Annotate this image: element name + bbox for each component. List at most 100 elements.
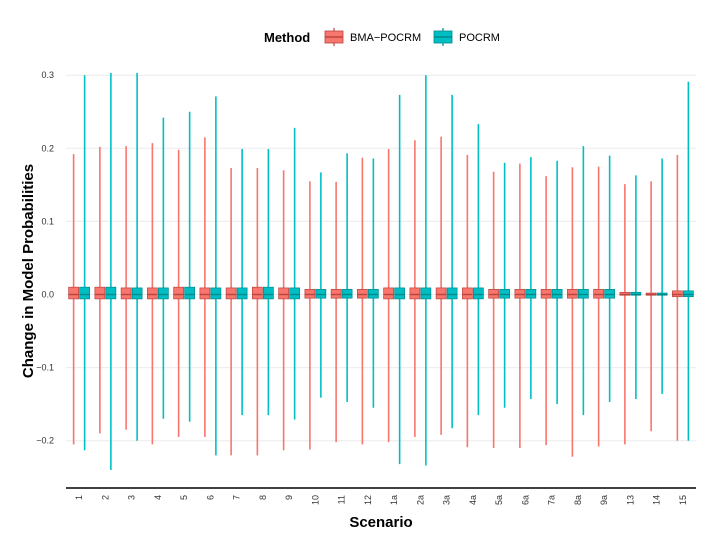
x-axis-ticks: 1 2 3 4 5 6 7 8 9 10 11 12 1a 2a 3a 4a 5a 6a 7a 8a 9a 13 14 15 [74,495,688,505]
box-bma-1a [383,149,394,443]
x-tick-label: 6a [520,495,530,505]
box-pocrm-12 [368,158,379,408]
box [368,289,379,299]
box [68,286,79,300]
box-bma-5 [173,149,184,438]
box-pocrm-3a [446,94,458,429]
x-tick-label: 2 [100,495,110,500]
box-pocrm-5 [184,111,195,422]
x-tick-label: 8a [573,495,583,505]
x-tick-label: 11 [337,495,347,504]
box-bma-3a [435,136,447,435]
x-tick-label: 4a [468,495,478,505]
box [488,289,499,299]
x-tick-label: 3 [127,495,137,500]
box-bma-11 [330,181,342,443]
box-pocrm-4 [158,117,169,419]
box [499,289,510,299]
box [462,287,473,300]
legend-label-pocrm: POCRM [459,32,500,44]
box-bma-5a [488,171,499,449]
box [79,286,90,300]
box [593,289,604,299]
x-tick-label: 1 [74,495,84,500]
box [199,287,211,300]
x-tick-label: 1a [389,495,399,505]
box [315,289,327,299]
legend-title: Method [264,30,310,45]
box [420,287,432,300]
box-bma-12 [357,157,368,445]
x-tick-label: 7a [547,495,557,505]
box-pocrm-7a [551,160,563,405]
box [683,290,694,298]
x-tick-label: 15 [678,495,688,505]
box-bma-14 [645,181,657,432]
x-axis-title: Scenario [349,514,412,531]
x-tick-label: 4 [153,495,163,500]
y-tick-label: 0.0 [41,290,54,300]
box [225,287,237,300]
box-bma-7a [540,176,552,446]
box [263,286,274,300]
box-bma-13 [619,184,631,445]
box-pocrm-8 [263,149,274,416]
box-bma-9a [593,166,604,447]
box [383,287,394,300]
box-bma-2a [409,140,421,438]
box [514,289,526,299]
plot-panel [68,73,694,470]
box-bma-2 [94,146,106,434]
box-pocrm-1 [79,75,90,451]
box [184,286,195,300]
box-pocrm-3 [131,73,143,441]
box-bma-8 [252,168,263,456]
box [278,287,289,300]
x-tick-label: 3a [442,495,452,505]
box [105,286,117,300]
box-pocrm-7 [236,149,248,416]
box-pocrm-2a [420,75,432,466]
box [409,287,421,300]
x-tick-label: 2a [415,495,425,505]
box [341,289,353,299]
box [604,289,615,299]
box-bma-8a [567,167,578,457]
box-bma-4 [147,143,158,445]
x-tick-label: 8 [258,495,268,500]
box-pocrm-5a [499,162,510,408]
box-pocrm-14 [656,158,668,394]
box [94,286,106,300]
box-bma-7 [225,168,237,456]
box [236,287,248,300]
box [578,289,589,299]
box [357,289,368,299]
box [567,289,578,299]
y-tick-label: −0.2 [36,436,54,446]
grid-lines [66,74,696,442]
box-pocrm-2 [105,73,117,470]
y-axis-ticks: −0.2 −0.1 0.0 0.1 0.2 0.3 [36,70,54,446]
box [446,287,458,300]
box-bma-10 [304,181,316,450]
box [619,291,631,296]
y-axis-title: Change in Model Probabilities [20,164,37,378]
x-tick-label: 13 [625,495,635,505]
x-tick-label: 9a [599,495,609,505]
box-bma-15 [672,154,683,441]
legend-item-bma-pocrm: BMA−POCRM [324,28,421,46]
box-pocrm-10 [315,172,327,398]
box [525,289,537,299]
box-pocrm-11 [341,153,353,402]
box-bma-6a [514,163,526,449]
box-bma-9 [278,170,289,451]
y-tick-label: 0.1 [41,216,54,226]
box [473,287,484,300]
x-tick-label: 7 [232,495,242,500]
box [435,287,447,300]
box-bma-3 [120,146,132,430]
box-bma-6 [199,137,211,438]
box-pocrm-8a [578,146,589,416]
legend-label-bma-pocrm: BMA−POCRM [350,32,421,44]
y-tick-label: 0.2 [41,143,54,153]
